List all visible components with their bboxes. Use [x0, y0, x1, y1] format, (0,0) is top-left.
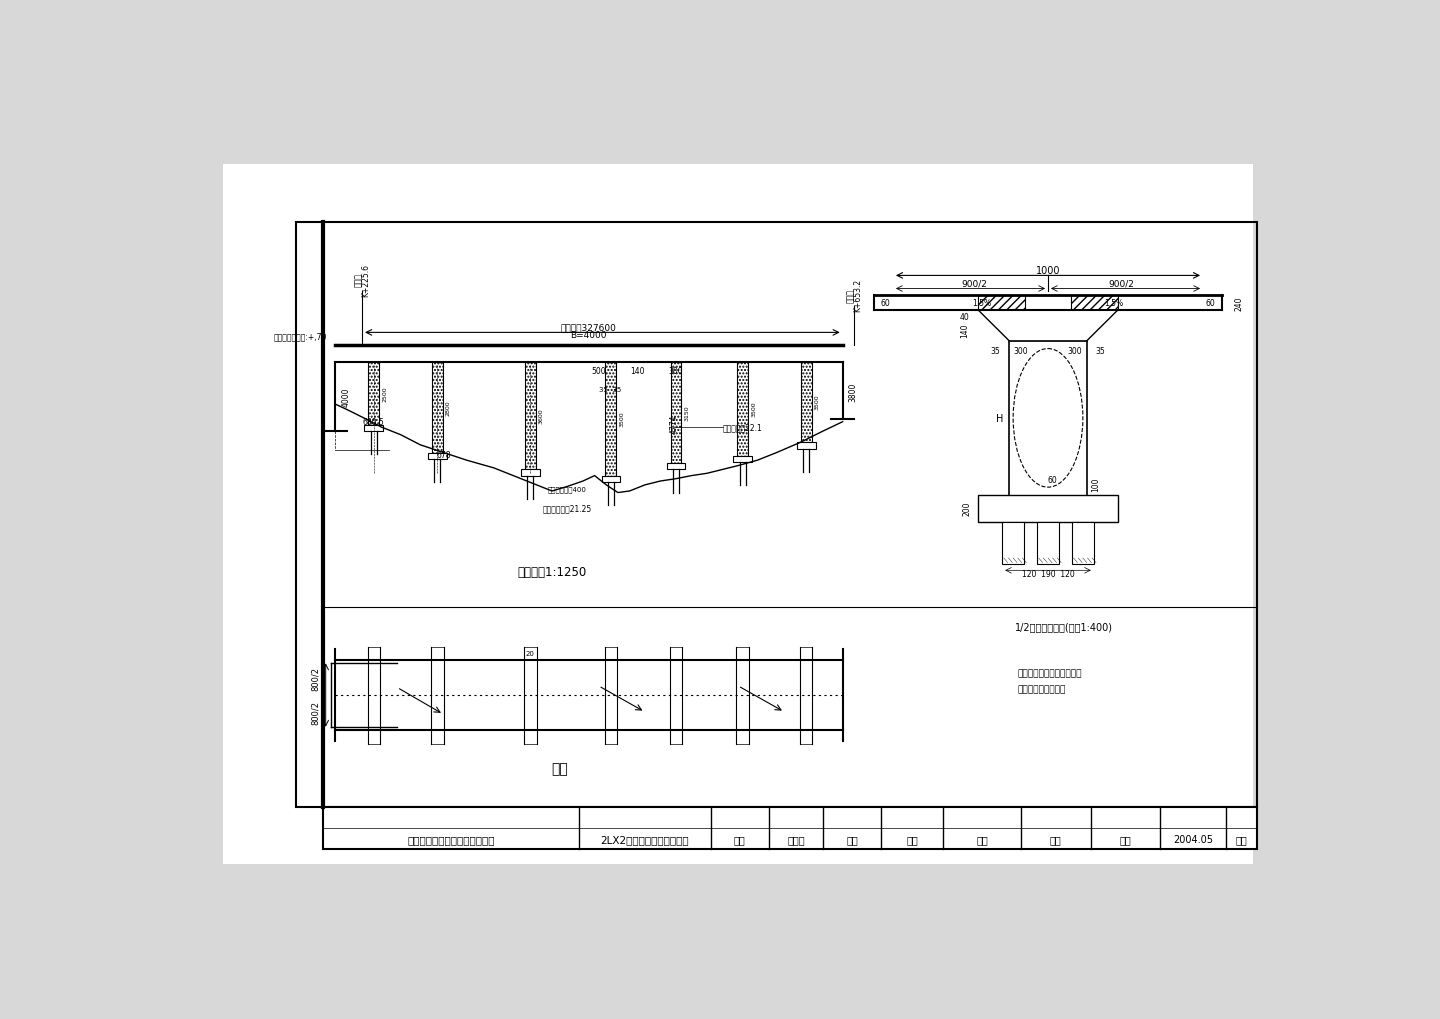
Text: 800/2: 800/2 [311, 666, 320, 691]
Bar [428, 453, 446, 460]
Text: 1.5%: 1.5% [972, 299, 992, 308]
Text: 140: 140 [960, 323, 969, 337]
Text: 2LX2河大桥桥型方案比选图: 2LX2河大桥桥型方案比选图 [600, 835, 690, 844]
Text: 60: 60 [880, 299, 890, 308]
Bar [733, 457, 752, 463]
Bar [737, 363, 747, 457]
Text: 1/2跨中支点断面(比例1:400): 1/2跨中支点断面(比例1:400) [1015, 622, 1113, 631]
Text: 桥面设计最高处:+,70: 桥面设计最高处:+,70 [274, 332, 327, 341]
Text: 60: 60 [1047, 476, 1057, 484]
Bar [978, 296, 1025, 311]
Text: 300: 300 [668, 367, 684, 376]
Bar [978, 495, 1117, 523]
Text: 300: 300 [1014, 346, 1028, 356]
Text: 900/2: 900/2 [1109, 279, 1135, 288]
Text: B=4000: B=4000 [570, 331, 606, 340]
Text: 4774: 4774 [670, 414, 678, 433]
Text: 桥梁全长327600: 桥梁全长327600 [560, 323, 616, 332]
Text: 200: 200 [962, 501, 971, 516]
Text: 最低冲刷深度21.25: 最低冲刷深度21.25 [543, 504, 592, 513]
Text: 20: 20 [526, 650, 534, 656]
Text: 审核: 审核 [907, 835, 919, 844]
Bar [223, 165, 1253, 864]
Text: 3800: 3800 [848, 382, 858, 401]
Text: 120  190  120: 120 190 120 [1021, 570, 1074, 579]
Text: 立面比例1:1250: 立面比例1:1250 [517, 566, 586, 579]
Text: 500: 500 [592, 367, 606, 376]
Text: 说明：本图尺寸除高程以米
计外余均以厘米计。: 说明：本图尺寸除高程以米 计外余均以厘米计。 [1017, 668, 1081, 693]
Text: 图号: 图号 [1236, 835, 1247, 844]
Bar [324, 807, 1257, 849]
Bar [1071, 523, 1094, 565]
Text: 3150: 3150 [684, 406, 690, 421]
Text: 35: 35 [1096, 346, 1106, 356]
Text: 张爱文: 张爱文 [788, 835, 805, 844]
Bar [602, 476, 621, 482]
Bar [1037, 523, 1058, 565]
Text: 35  35: 35 35 [599, 386, 621, 392]
Text: 1.5%: 1.5% [1104, 299, 1123, 308]
Text: 40: 40 [959, 313, 969, 321]
Text: 2500: 2500 [382, 386, 387, 401]
Text: 桥梁墩: 桥梁墩 [354, 273, 363, 287]
Text: 900/2: 900/2 [962, 279, 988, 288]
Text: 设计洪水位22.1: 设计洪水位22.1 [723, 423, 762, 432]
Text: 最低冲刷深度400: 最低冲刷深度400 [549, 486, 588, 492]
Bar [521, 470, 540, 476]
Bar [1002, 523, 1024, 565]
Text: 3600: 3600 [539, 409, 544, 424]
Text: 800/2: 800/2 [311, 700, 320, 725]
Text: 平面: 平面 [552, 761, 569, 775]
Text: K+225.6: K+225.6 [361, 264, 370, 297]
Text: 140: 140 [631, 367, 645, 376]
Text: 见图: 见图 [1050, 835, 1061, 844]
Bar [605, 363, 616, 476]
Text: K+653.2: K+653.2 [854, 279, 863, 312]
Text: 3500: 3500 [619, 412, 625, 427]
Text: 2800: 2800 [446, 399, 451, 416]
Text: 60: 60 [1205, 299, 1215, 308]
Text: 复核: 复核 [847, 835, 858, 844]
Bar [369, 363, 379, 425]
Text: 3500: 3500 [752, 401, 756, 417]
Text: 比例: 比例 [976, 835, 988, 844]
Text: 1000: 1000 [1035, 266, 1060, 276]
Text: 300: 300 [1068, 346, 1083, 356]
Text: 678: 678 [436, 450, 451, 460]
Text: 2004.05: 2004.05 [1174, 835, 1212, 844]
Text: 35: 35 [991, 346, 1001, 356]
Bar [671, 363, 681, 464]
Text: H: H [996, 414, 1004, 424]
Text: 3500: 3500 [815, 394, 819, 410]
Text: 680.5: 680.5 [361, 418, 384, 427]
Text: 240: 240 [1234, 296, 1243, 311]
Text: 长安大学继续教育学院毕业设计: 长安大学继续教育学院毕业设计 [408, 835, 495, 844]
Bar [432, 363, 442, 453]
Text: 设计: 设计 [733, 835, 746, 844]
Bar [524, 363, 536, 470]
Bar [801, 363, 812, 443]
Bar [667, 464, 685, 470]
Text: 100: 100 [1092, 477, 1100, 491]
Text: 桥梁墩: 桥梁墩 [845, 288, 855, 303]
Bar [796, 443, 815, 449]
Bar [1071, 296, 1117, 311]
Polygon shape [978, 311, 1117, 341]
Bar [364, 425, 383, 431]
Text: 日期: 日期 [1120, 835, 1132, 844]
Bar [297, 222, 1257, 807]
Text: 4000: 4000 [341, 387, 350, 407]
